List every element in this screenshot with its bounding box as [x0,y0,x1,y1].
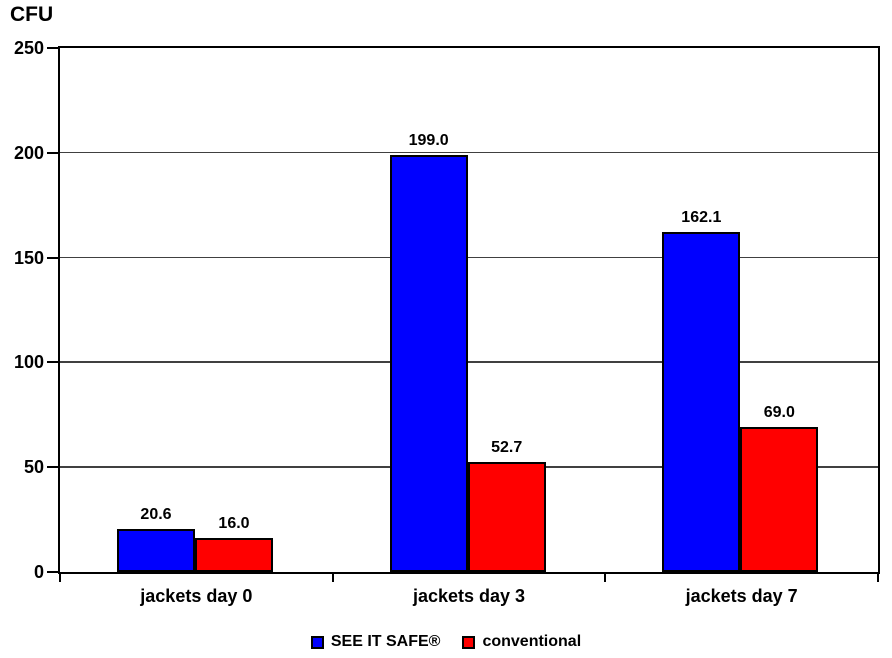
y-tick [47,256,58,259]
x-tick [331,574,334,582]
y-axis-title: CFU [10,3,54,26]
y-tick [47,466,58,469]
legend-swatch [310,635,324,649]
y-tick-label: 0 [33,562,44,582]
y-tick-label: 100 [13,352,44,373]
x-tick [877,574,879,582]
y-tick-label: 50 [23,457,44,478]
legend: SEE IT SAFE® conventional [0,630,892,654]
category-label: jackets day 7 [685,586,798,606]
bar [389,154,468,572]
bar [467,461,546,572]
legend-swatch [462,635,476,649]
bar-group: 162.1 69.0 [605,48,878,572]
bar [662,232,741,572]
y-tick [47,47,58,49]
legend-label: SEE IT SAFE® [330,633,441,650]
bar [117,528,195,572]
legend-label: conventional [482,633,582,650]
category-label: jackets day 0 [140,586,253,606]
y-tick-label: 200 [13,142,44,163]
bar [740,427,819,572]
y-tick-label: 150 [13,247,44,268]
legend-item: conventional [462,632,581,652]
bar-value-label: 69.0 [763,404,795,422]
bar-group: 199.0 52.7 [333,48,606,572]
y-tick [47,361,58,364]
bar-value-label: 16.0 [218,515,250,533]
bar-value-label: 52.7 [491,438,523,456]
gridline [60,361,878,363]
legend-item: SEE IT SAFE® [310,632,441,652]
bar-value-label: 162.1 [681,209,722,227]
y-tick [47,571,58,573]
bar-group: 20.6 16.0 [60,48,333,572]
x-tick [59,574,61,582]
gridline [60,256,878,259]
y-tick-label: 250 [13,38,44,58]
gridline [60,151,878,154]
plot-area: 20.6 16.0 199.0 52.7 162.1 69.0 [58,46,880,574]
category-label: jackets day 3 [412,586,526,606]
bar-value-label: 20.6 [140,505,172,523]
y-tick [47,151,58,154]
bar-value-label: 199.0 [408,131,449,149]
x-tick [604,574,607,582]
bar [195,538,273,572]
